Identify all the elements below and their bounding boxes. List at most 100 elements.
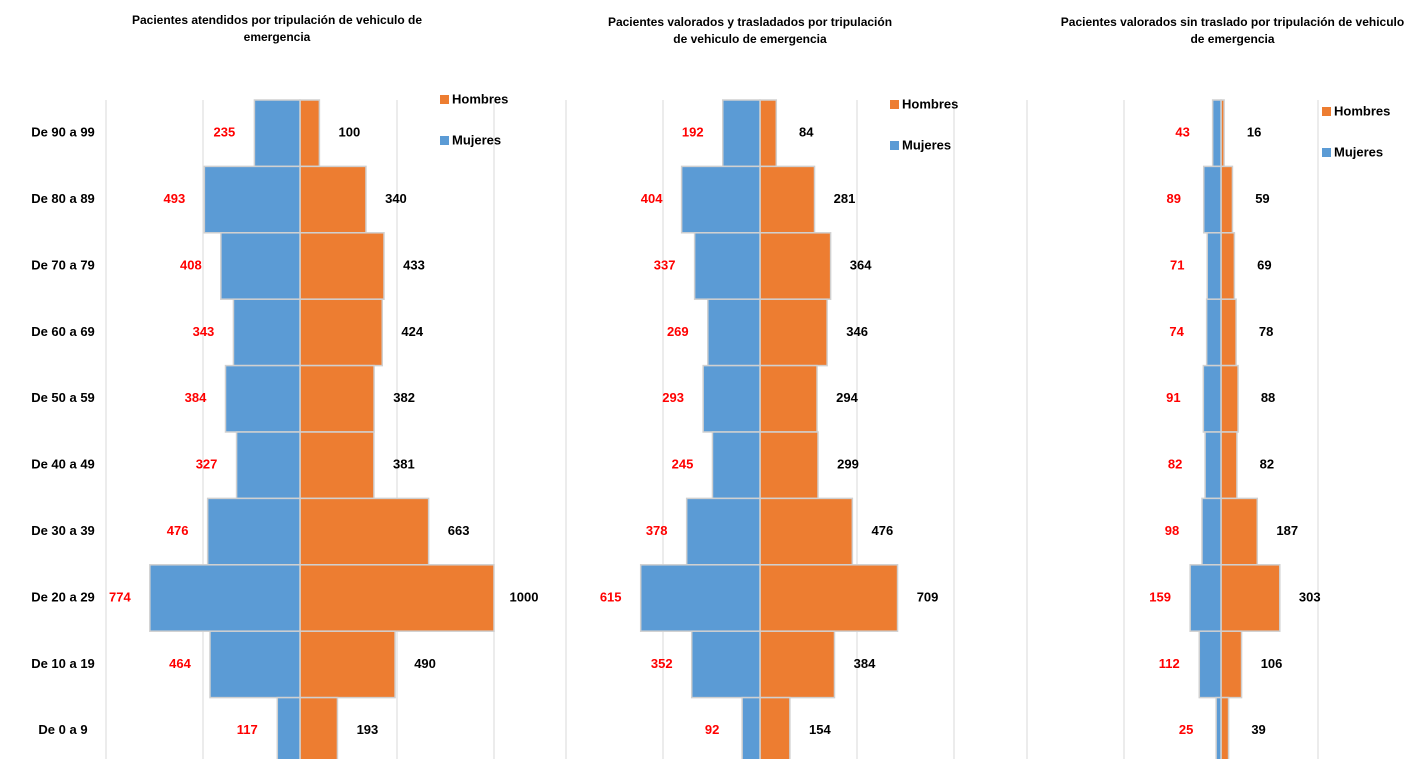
data-label: 106 — [1261, 656, 1283, 671]
data-label: 424 — [401, 324, 423, 339]
data-label: 493 — [164, 191, 186, 206]
bar — [299, 99, 321, 168]
bar — [209, 630, 301, 699]
data-label: 299 — [837, 457, 859, 472]
bar — [1220, 232, 1236, 300]
data-label: 364 — [850, 257, 872, 272]
data-label: 193 — [357, 722, 379, 737]
bar — [1211, 99, 1222, 168]
data-label: 39 — [1251, 722, 1265, 737]
bar — [235, 431, 301, 500]
legend-label: Hombres — [902, 96, 958, 111]
data-label: 433 — [403, 257, 425, 272]
bar — [690, 630, 761, 699]
y-tick-label: De 40 a 49 — [31, 457, 95, 472]
data-label: 294 — [836, 390, 858, 405]
bar — [759, 431, 819, 500]
bar — [1215, 696, 1222, 759]
data-label: 88 — [1261, 390, 1275, 405]
bar — [224, 364, 301, 433]
data-label: 340 — [385, 191, 407, 206]
bar — [693, 232, 761, 300]
data-label: 476 — [167, 523, 189, 538]
data-label: 74 — [1169, 324, 1184, 339]
data-label: 663 — [448, 523, 470, 538]
data-label: 71 — [1170, 257, 1184, 272]
data-label: 89 — [1166, 191, 1180, 206]
bar — [299, 564, 495, 632]
bar — [299, 165, 367, 234]
bar — [1220, 696, 1230, 759]
data-label: 159 — [1149, 589, 1171, 604]
bar — [1202, 165, 1222, 234]
chart-title: Pacientes valorados y trasladados por tr… — [607, 15, 893, 46]
data-label: 84 — [799, 125, 814, 140]
data-label: 464 — [169, 656, 191, 671]
bar — [1220, 564, 1281, 632]
legend-label: Mujeres — [452, 132, 501, 147]
bar — [722, 99, 761, 168]
bar — [299, 232, 385, 300]
y-tick-label: De 90 a 99 — [31, 125, 95, 140]
bar — [685, 497, 761, 566]
y-tick-label: De 0 a 9 — [38, 722, 87, 737]
legend-swatch — [890, 100, 899, 109]
bar — [1202, 364, 1222, 433]
data-label: 343 — [193, 324, 215, 339]
bar — [299, 497, 430, 566]
legend-swatch — [1322, 107, 1331, 116]
data-label: 59 — [1255, 191, 1269, 206]
y-tick-label: De 30 a 39 — [31, 523, 95, 538]
data-label: 709 — [917, 589, 939, 604]
bar — [1220, 165, 1234, 234]
data-label: 98 — [1165, 523, 1179, 538]
bar — [1220, 298, 1237, 367]
bar — [1205, 298, 1222, 367]
data-label: 112 — [1159, 656, 1180, 671]
bar — [759, 364, 818, 433]
data-label: 404 — [641, 191, 663, 206]
data-label: 774 — [109, 589, 131, 604]
data-label: 476 — [871, 523, 893, 538]
legend-label: Mujeres — [902, 137, 951, 152]
y-tick-label: De 70 a 79 — [31, 257, 95, 272]
legend-swatch — [440, 95, 449, 104]
bar — [1220, 431, 1238, 500]
data-label: 82 — [1260, 457, 1274, 472]
data-label: 384 — [854, 656, 876, 671]
data-label: 192 — [682, 125, 704, 140]
bar — [206, 497, 301, 566]
data-label: 281 — [834, 191, 856, 206]
chart-title: Pacientes atendidos por tripulación de v… — [131, 13, 423, 44]
data-label: 100 — [339, 125, 361, 140]
data-label: 235 — [214, 125, 236, 140]
bar — [711, 431, 761, 500]
bar — [759, 99, 778, 168]
legend-label: Hombres — [1334, 103, 1390, 118]
legend-swatch — [1322, 148, 1331, 157]
data-label: 92 — [705, 722, 719, 737]
data-label: 352 — [651, 656, 673, 671]
bar — [680, 165, 761, 234]
bar — [1189, 564, 1222, 632]
bar — [299, 630, 396, 699]
bar — [299, 364, 375, 433]
bar — [276, 696, 301, 759]
data-label: 16 — [1247, 125, 1261, 140]
data-label: 245 — [672, 457, 694, 472]
bar — [1220, 497, 1259, 566]
data-label: 378 — [646, 523, 668, 538]
data-label: 615 — [600, 589, 622, 604]
data-label: 346 — [846, 324, 868, 339]
data-label: 337 — [654, 257, 676, 272]
y-tick-label: De 60 a 69 — [31, 324, 95, 339]
data-label: 187 — [1276, 523, 1298, 538]
y-tick-label: De 80 a 89 — [31, 191, 95, 206]
chart-title: Pacientes valorados sin traslado por tri… — [1060, 15, 1405, 46]
data-label: 381 — [393, 457, 415, 472]
bar — [639, 564, 761, 632]
data-label: 382 — [393, 390, 415, 405]
bar — [1220, 630, 1243, 699]
data-label: 154 — [809, 722, 831, 737]
